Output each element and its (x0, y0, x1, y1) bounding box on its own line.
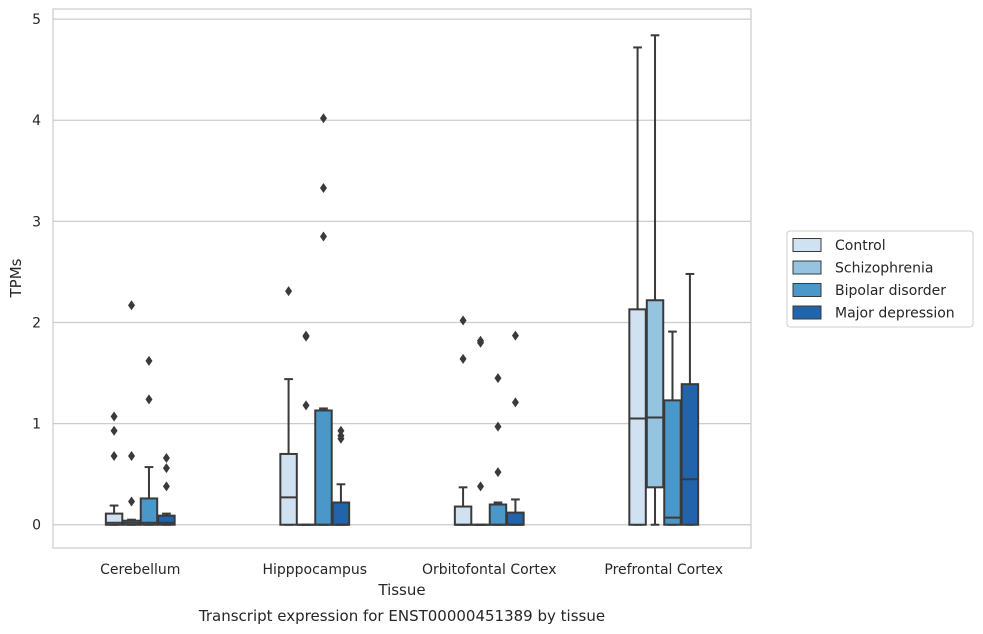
outlier-point (110, 425, 118, 436)
outlier-point (128, 300, 136, 311)
box-0-2 (453, 315, 473, 526)
box-body (488, 503, 508, 526)
legend-label: Schizophrenia (835, 261, 933, 277)
outlier-point (162, 481, 170, 492)
outlier-point (319, 113, 327, 124)
y-tick-label: 2 (32, 315, 41, 331)
outlier-point (285, 286, 293, 297)
outlier-point (302, 400, 310, 411)
outlier-point (302, 330, 310, 341)
box-3-0 (157, 452, 176, 526)
x-tick-labels: Cerebellum Hipppocampus Orbitofontal Corte… (100, 562, 723, 578)
outlier-point (511, 397, 519, 408)
outlier-point (459, 353, 467, 364)
box-0-1 (279, 286, 298, 526)
legend-label: Major depression (835, 306, 955, 322)
box-1-0 (122, 300, 141, 526)
x-tick-label: Cerebellum (100, 562, 180, 578)
y-tick-labels: 0 1 2 3 4 5 (32, 12, 41, 534)
x-tick-label: Orbitofontal Cortex (422, 562, 557, 578)
outlier-point (494, 421, 502, 432)
x-axis-label: Tissue (377, 581, 425, 599)
box-body (663, 399, 682, 526)
y-tick-label: 5 (32, 12, 41, 28)
box-1-1 (296, 330, 316, 526)
box-body (314, 409, 333, 526)
outlier-point (128, 496, 136, 507)
y-tick-label: 4 (32, 113, 41, 129)
box-body (157, 514, 176, 526)
box-2-3 (663, 330, 682, 526)
box-body (104, 512, 124, 526)
box-3-1 (331, 425, 351, 526)
outlier-point (494, 373, 502, 384)
outlier-point (494, 467, 502, 478)
y-axis-label: TPMs (7, 258, 25, 298)
outlier-point (511, 330, 519, 341)
box-3-3 (680, 272, 700, 526)
outlier-point (337, 430, 345, 441)
y-tick-label: 3 (32, 214, 41, 230)
box-body (453, 505, 473, 526)
outlier-point (110, 411, 118, 422)
outlier-point (477, 335, 485, 346)
legend: Control Schizophrenia Bipolar disorder Majo… (786, 230, 974, 328)
box-0-3 (628, 46, 647, 526)
box-3-2 (506, 330, 525, 526)
chart-caption: Transcript expression for ENST0000045138… (198, 607, 605, 625)
x-tick-label: Prefrontal Cortex (604, 562, 723, 578)
legend-swatch (792, 260, 822, 275)
plot-area-frame (52, 8, 752, 549)
y-tick-label: 0 (32, 518, 41, 534)
outlier-point (459, 315, 467, 326)
box-2-0 (139, 355, 159, 526)
box-body (680, 383, 700, 526)
box-body (279, 452, 298, 526)
box-0-0 (104, 411, 124, 526)
legend-swatch (792, 305, 822, 320)
legend-swatch (792, 238, 822, 252)
outlier-point (162, 452, 170, 463)
legend-label: Bipolar disorder (835, 283, 946, 299)
outlier-point (145, 394, 153, 405)
legend-swatch (792, 283, 822, 297)
outlier-point (319, 231, 327, 242)
box-body (506, 511, 525, 526)
boxes (104, 34, 700, 526)
outlier-point (337, 425, 345, 436)
box-1-2 (471, 335, 490, 526)
legend-label: Control (835, 238, 886, 254)
box-body (331, 501, 351, 526)
box-body (139, 497, 159, 526)
box-body (645, 299, 665, 489)
x-tick-label: Hipppocampus (262, 562, 367, 578)
box-2-1 (314, 113, 333, 526)
outlier-point (319, 182, 327, 193)
outlier-point (162, 463, 170, 474)
box-1-3 (645, 34, 665, 526)
box-body (628, 308, 647, 526)
legend-frame (786, 230, 974, 328)
outlier-point (477, 481, 485, 492)
y-tick-label: 1 (32, 417, 41, 433)
outlier-point (128, 450, 136, 461)
box-2-2 (488, 373, 508, 526)
outlier-point (145, 355, 153, 366)
outlier-point (110, 450, 118, 461)
